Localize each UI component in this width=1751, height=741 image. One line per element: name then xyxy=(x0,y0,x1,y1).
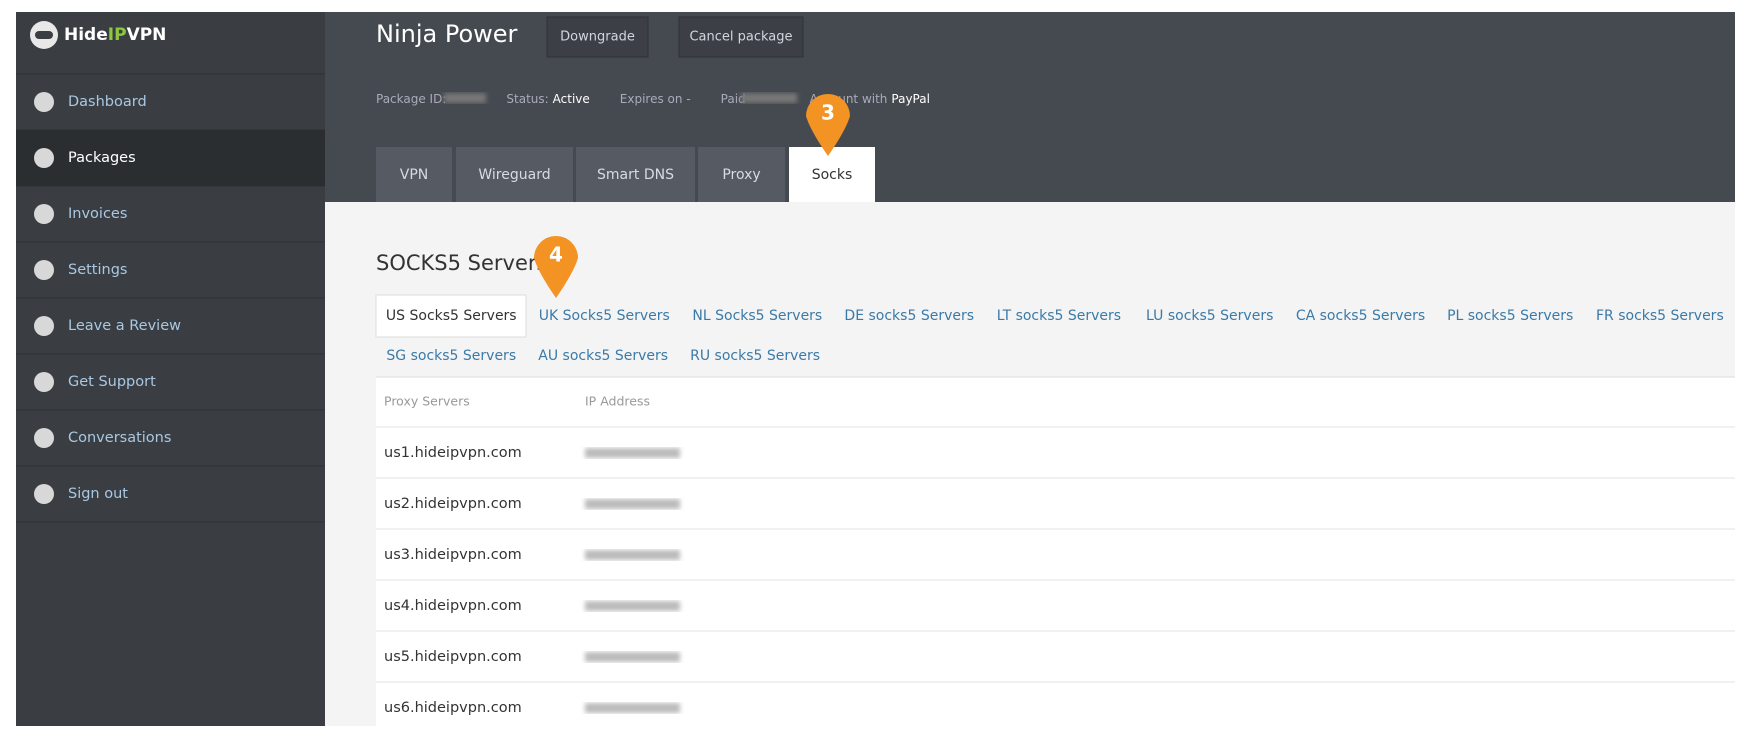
brand-mid: IP xyxy=(108,25,127,45)
menu-icon xyxy=(34,428,54,448)
subtab[interactable]: AU socks5 Servers xyxy=(538,348,668,364)
subtab[interactable]: US Socks5 Servers xyxy=(386,308,517,324)
column-header: Proxy Servers xyxy=(384,394,470,409)
menu-item[interactable] xyxy=(16,186,325,242)
package-tab[interactable] xyxy=(456,147,573,202)
blurred-ip xyxy=(585,550,680,560)
menu-label[interactable]: Settings xyxy=(68,262,127,278)
subtab[interactable]: LT socks5 Servers xyxy=(997,308,1121,324)
menu-item[interactable] xyxy=(16,466,325,522)
header-button[interactable] xyxy=(678,16,804,58)
subtab[interactable]: CA socks5 Servers xyxy=(1296,308,1425,324)
menu-label[interactable]: Dashboard xyxy=(68,94,147,110)
expires: Expires on - xyxy=(620,92,691,106)
subtab[interactable]: SG socks5 Servers xyxy=(386,348,516,364)
header-button[interactable] xyxy=(546,16,649,58)
menu-item[interactable] xyxy=(16,130,325,186)
blurred-ip xyxy=(585,601,680,611)
status-label: Status: xyxy=(506,92,548,106)
menu-label[interactable]: Packages xyxy=(68,150,136,166)
package-tab-label[interactable]: Proxy xyxy=(722,167,760,183)
menu-label[interactable]: Conversations xyxy=(68,430,171,446)
column-header: IP Address xyxy=(585,394,650,409)
step-number: 3 xyxy=(821,101,835,125)
step-marker xyxy=(534,236,578,298)
menu-label[interactable]: Get Support xyxy=(68,374,156,390)
subtab[interactable]: NL Socks5 Servers xyxy=(692,308,822,324)
menu-icon xyxy=(34,372,54,392)
blurred-ip xyxy=(585,703,680,713)
package-tab-label[interactable]: VPN xyxy=(400,167,429,183)
header-button-label[interactable]: Cancel package xyxy=(689,30,792,45)
package-tab[interactable] xyxy=(576,147,695,202)
subtab[interactable]: DE socks5 Servers xyxy=(844,308,974,324)
package-tab-label[interactable]: Wireguard xyxy=(478,167,550,183)
server-host: us4.hideipvpn.com xyxy=(384,598,522,614)
menu-item[interactable] xyxy=(16,354,325,410)
subtab[interactable]: LU socks5 Servers xyxy=(1146,308,1273,324)
server-host: us5.hideipvpn.com xyxy=(384,649,522,665)
package-tab[interactable] xyxy=(698,147,785,202)
menu-item[interactable] xyxy=(16,298,325,354)
menu-icon xyxy=(34,92,54,112)
brand-pre: Hide xyxy=(64,25,108,45)
paid-label: Paid xyxy=(721,92,746,106)
logo-mask xyxy=(35,31,53,39)
subtab[interactable]: RU socks5 Servers xyxy=(690,348,820,364)
server-host: us6.hideipvpn.com xyxy=(384,700,522,716)
menu-label[interactable]: Invoices xyxy=(68,206,127,222)
package-title: Ninja Power xyxy=(376,20,518,48)
menu-label[interactable]: Leave a Review xyxy=(68,318,181,334)
server-host: us3.hideipvpn.com xyxy=(384,547,522,563)
blurred-id xyxy=(444,93,486,103)
header-button-label[interactable]: Downgrade xyxy=(560,30,635,45)
blurred-ip xyxy=(585,652,680,662)
package-tab-label[interactable]: Smart DNS xyxy=(597,167,674,183)
status: Active xyxy=(553,92,590,106)
section-title: SOCKS5 Servers xyxy=(376,251,547,275)
menu-icon xyxy=(34,484,54,504)
blurred-ip xyxy=(585,499,680,509)
server-host: us1.hideipvpn.com xyxy=(384,445,522,461)
menu-item[interactable] xyxy=(16,410,325,466)
menu-icon xyxy=(34,316,54,336)
menu-item[interactable] xyxy=(16,74,325,130)
subtab[interactable]: UK Socks5 Servers xyxy=(539,308,670,324)
menu-label[interactable]: Sign out xyxy=(68,486,128,502)
blurred-amount xyxy=(741,93,797,103)
server-host: us2.hideipvpn.com xyxy=(384,496,522,512)
subtab-active[interactable] xyxy=(375,294,527,338)
subtab[interactable]: PL socks5 Servers xyxy=(1447,308,1573,324)
subtab[interactable]: FR socks5 Servers xyxy=(1596,308,1724,324)
step-marker xyxy=(806,94,850,156)
package-id-label: Package ID: xyxy=(376,92,446,106)
menu-icon xyxy=(34,148,54,168)
package-tab[interactable] xyxy=(789,147,875,202)
brand: HideIPVPN xyxy=(64,25,166,45)
blurred-ip xyxy=(585,448,680,458)
package-tab[interactable] xyxy=(376,147,452,202)
menu-item[interactable] xyxy=(16,242,325,298)
payment-method: PayPal xyxy=(891,92,930,106)
package-tab-label[interactable]: Socks xyxy=(812,167,853,183)
step-number: 4 xyxy=(549,243,563,267)
menu-icon xyxy=(34,260,54,280)
brand-post: VPN xyxy=(127,25,167,45)
table xyxy=(376,377,1735,726)
menu-icon xyxy=(34,204,54,224)
